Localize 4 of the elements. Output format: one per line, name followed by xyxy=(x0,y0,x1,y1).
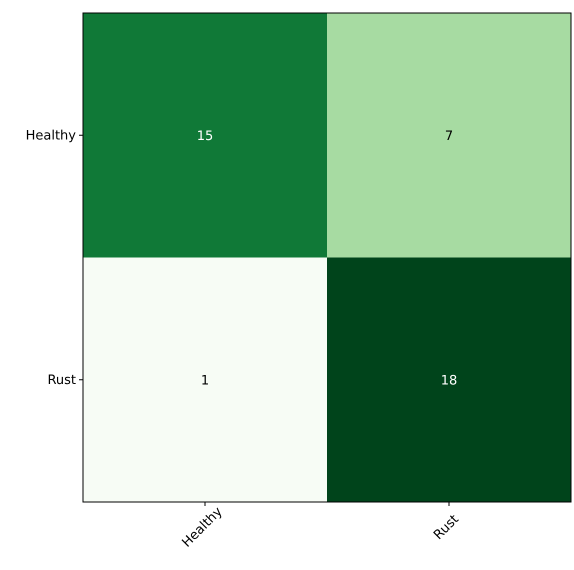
data-label: 7 xyxy=(444,128,454,144)
data-label: 18 xyxy=(440,373,458,388)
data-label: 15 xyxy=(196,128,214,144)
data-label: 1 xyxy=(200,373,210,388)
